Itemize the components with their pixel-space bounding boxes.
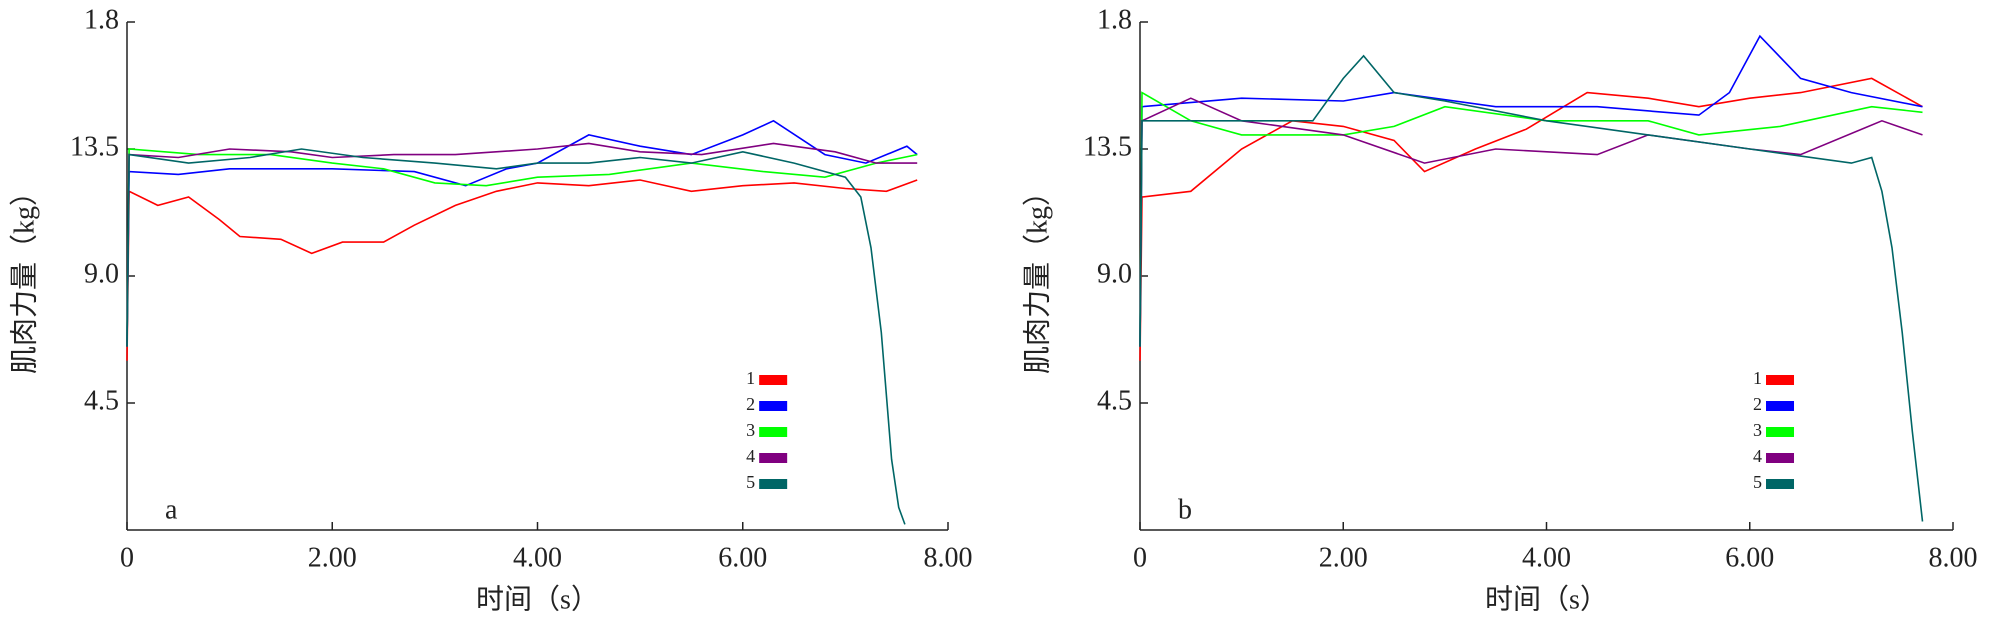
y-axis-label: 肌肉力量（kg）: [8, 178, 40, 374]
panel-label: a: [165, 494, 178, 525]
legend-swatch: [1766, 479, 1795, 489]
y-tick-label: 1.8: [1097, 4, 1132, 35]
legend-swatch: [759, 427, 788, 437]
x-tick-label: 2.00: [1319, 542, 1368, 573]
x-tick-label: 6.00: [718, 542, 767, 573]
x-tick-label: 8.00: [924, 542, 973, 573]
y-tick-label: 9.0: [1097, 258, 1132, 289]
legend-swatch: [1766, 401, 1795, 411]
y-tick-label: 9.0: [84, 258, 119, 289]
x-tick-label: 0: [1133, 542, 1147, 573]
legend-label: 1: [746, 368, 755, 388]
data-line: [1139, 91, 1923, 347]
data-line: [1139, 97, 1923, 347]
x-tick-label: 4.00: [1522, 542, 1571, 573]
legend-label: 1: [1753, 368, 1762, 388]
legend-swatch: [759, 401, 788, 411]
y-tick-label: 13.5: [70, 131, 119, 162]
y-tick-label: 1.8: [84, 4, 119, 35]
y-tick-label: 4.5: [1097, 385, 1132, 416]
x-tick-label: 6.00: [1725, 542, 1774, 573]
y-axis-label: 肌肉力量（kg）: [1021, 178, 1053, 374]
data-line: [126, 148, 918, 347]
x-tick-label: 0: [120, 542, 134, 573]
data-line: [126, 142, 918, 347]
legend-swatch: [759, 375, 788, 385]
legend-label: 3: [1753, 420, 1762, 440]
data-line: [126, 119, 918, 347]
legend-label: 4: [746, 446, 755, 466]
data-line: [126, 179, 918, 361]
x-tick-label: 4.00: [513, 542, 562, 573]
x-tick-label: 2.00: [308, 542, 357, 573]
data-line: [1139, 77, 1923, 361]
x-axis-label: 时间（s）: [476, 583, 599, 615]
legend-swatch: [1766, 427, 1795, 437]
legend-label: 4: [1753, 446, 1762, 466]
legend-swatch: [759, 479, 788, 489]
y-tick-label: 4.5: [84, 385, 119, 416]
data-line: [1139, 34, 1923, 347]
legend-label: 2: [1753, 394, 1762, 414]
x-tick-label: 8.00: [1929, 542, 1978, 573]
legend-swatch: [1766, 453, 1795, 463]
panel-label: b: [1178, 494, 1192, 525]
legend-swatch: [1766, 375, 1795, 385]
data-line: [126, 148, 906, 525]
y-tick-label: 13.5: [1083, 131, 1132, 162]
legend-label: 5: [746, 472, 755, 492]
data-line: [1139, 54, 1924, 522]
legend-swatch: [759, 453, 788, 463]
legend-label: 5: [1753, 472, 1762, 492]
x-axis-label: 时间（s）: [1485, 583, 1608, 615]
legend-label: 2: [746, 394, 755, 414]
legend-label: 3: [746, 420, 755, 440]
